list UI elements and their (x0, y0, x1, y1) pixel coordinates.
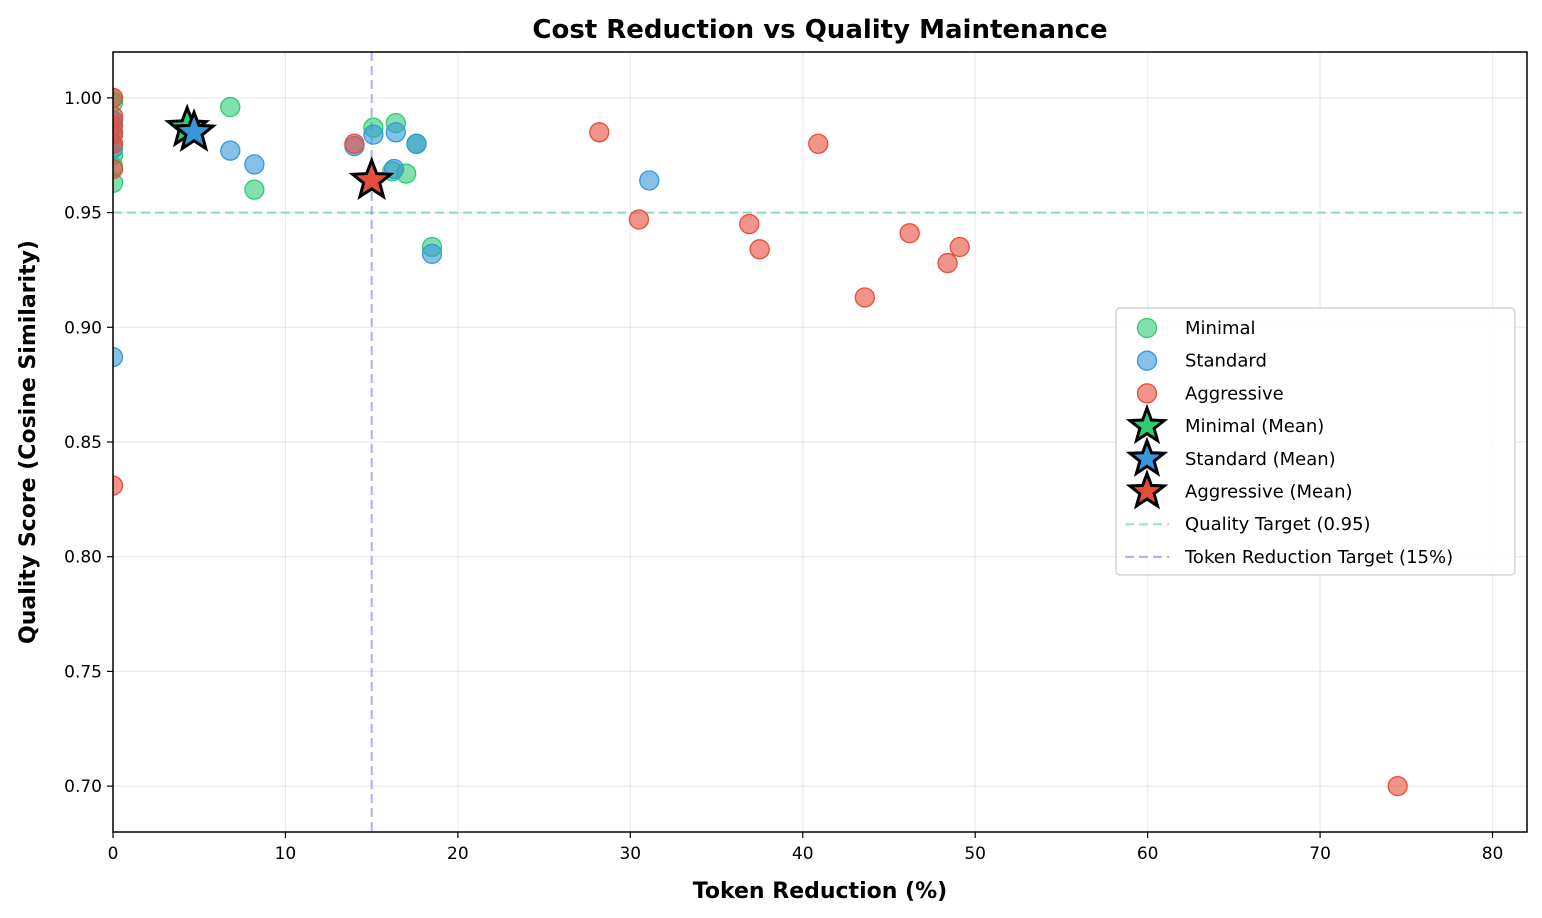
aggressive-point (589, 122, 610, 143)
x-tick-label: 30 (619, 844, 641, 864)
axis-ticks: 0 10 20 30 40 50 60 70 80 0.70 0.75 0.80 0.85 0.90 0.9… (64, 89, 1503, 864)
x-tick-label: 10 (275, 844, 297, 864)
chart-title: Cost Reduction vs Quality Maintenance (532, 15, 1107, 45)
aggressive-point (344, 133, 365, 154)
standard-point (639, 170, 660, 191)
aggressive-point (899, 223, 920, 244)
y-tick-label: 0.95 (64, 204, 102, 224)
legend-label: Quality Target (0.95) (1185, 514, 1371, 535)
y-tick-label: 0.70 (64, 777, 102, 797)
aggressive-point (113, 158, 124, 180)
y-tick-label: 1.00 (64, 89, 102, 109)
x-tick-label: 60 (1137, 844, 1159, 864)
legend-label: Token Reduction Target (15%) (1184, 547, 1453, 568)
legend-marker-aggressive (1136, 383, 1158, 404)
y-tick-label: 0.75 (64, 662, 102, 682)
mean-markers (164, 103, 395, 201)
x-axis-label: Token Reduction (%) (693, 879, 947, 904)
aggressive-mean-star (348, 156, 395, 201)
minimal-point (244, 179, 265, 200)
standard-point (220, 140, 241, 161)
legend: Minimal Standard Aggressive Minimal (Mean) S… (1115, 307, 1516, 576)
standard-mean-star (171, 108, 218, 152)
legend-star-icon (1125, 403, 1169, 445)
legend-star-icon (1125, 469, 1169, 510)
aggressive-point (949, 236, 970, 258)
legend-label: Minimal (Mean) (1185, 416, 1324, 437)
standard-point (113, 346, 124, 368)
aggressive-point (1387, 775, 1408, 797)
y-tick-label: 0.90 (64, 318, 102, 338)
aggressive-point (113, 475, 124, 496)
x-tick-label: 50 (964, 844, 986, 864)
minimal-point (220, 96, 241, 118)
legend-label: Aggressive (Mean) (1185, 482, 1353, 503)
x-tick-label: 80 (1482, 844, 1504, 864)
aggressive-point (113, 87, 124, 109)
legend-label: Aggressive (1185, 383, 1284, 404)
legend-label: Standard (1185, 351, 1267, 372)
aggressive-point (808, 133, 829, 154)
standard-point (406, 133, 427, 154)
x-tick-label: 20 (447, 844, 469, 864)
legend-label: Standard (Mean) (1185, 449, 1336, 470)
aggressive-point (739, 213, 760, 235)
x-tick-label: 70 (1309, 844, 1331, 864)
standard-point (385, 122, 406, 143)
aggressive-point (749, 239, 770, 260)
aggressive-point (937, 252, 958, 274)
x-tick-label: 40 (792, 844, 814, 864)
y-axis-label: Quality Score (Cosine Similarity) (16, 240, 41, 644)
y-tick-label: 0.85 (64, 433, 102, 453)
legend-star-icon (1125, 436, 1169, 477)
legend-marker-standard (1136, 350, 1158, 371)
standard-point (421, 243, 443, 265)
legend-marker-minimal (1136, 317, 1158, 339)
aggressive-point (628, 209, 650, 230)
standard-point (244, 154, 265, 175)
aggressive-point (854, 287, 875, 308)
aggressive-point (113, 133, 124, 154)
x-tick-label: 0 (108, 844, 119, 864)
legend-label: Minimal (1185, 318, 1256, 339)
legend-box (1115, 307, 1516, 576)
y-tick-label: 0.80 (64, 548, 102, 568)
standard-point (363, 124, 384, 145)
data-points (113, 87, 1408, 797)
